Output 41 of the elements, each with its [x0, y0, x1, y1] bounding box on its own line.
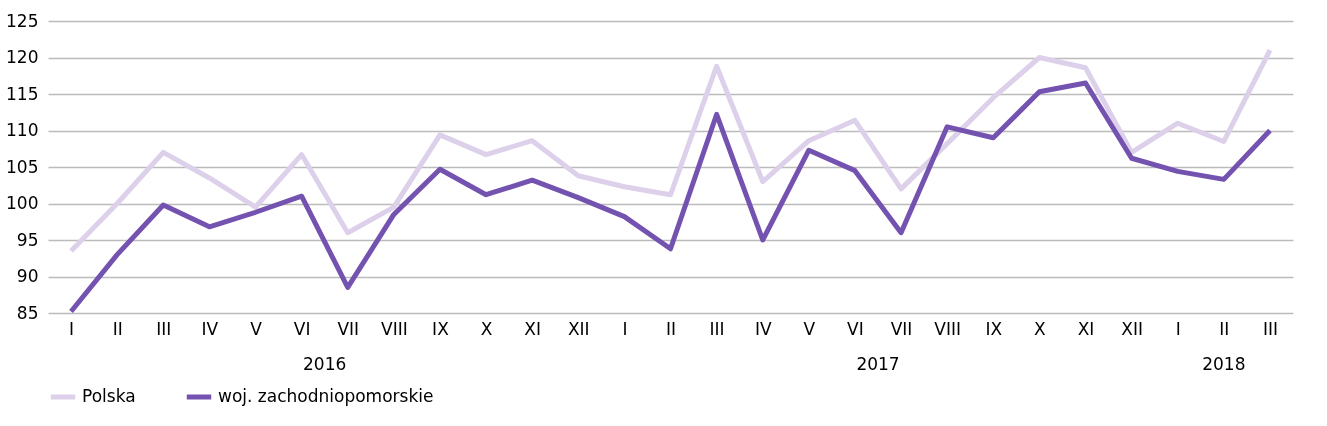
x-tick-label: VI	[293, 318, 311, 339]
x-tick-label: X	[1034, 318, 1047, 339]
legend-label: woj. zachodniopomorskie	[218, 386, 434, 406]
x-tick-label: I	[1175, 318, 1181, 339]
x-tick-label: V	[250, 318, 263, 339]
y-tick-label: 115	[6, 83, 39, 104]
x-tick-label: XI	[1077, 318, 1095, 339]
y-tick-label: 125	[6, 10, 39, 31]
x-tick-label: II	[112, 318, 123, 339]
x-tick-label: IV	[201, 318, 219, 339]
text: 2016	[303, 354, 347, 374]
x-tick-label: IX	[985, 318, 1003, 339]
y-tick-label: 90	[16, 266, 39, 286]
x-tick-label: VIII	[381, 318, 408, 339]
text: 2017	[856, 354, 900, 374]
x-tick-label: VIII	[934, 318, 961, 339]
x-tick-label: I	[622, 318, 628, 339]
x-tick-label: III	[1262, 318, 1278, 339]
y-tick-label: 85	[16, 302, 39, 323]
x-tick-label: II	[1219, 318, 1230, 339]
x-tick-label: VII	[890, 318, 913, 339]
x-tick-label: I	[69, 318, 75, 339]
x-tick-label: XI	[524, 318, 541, 339]
y-tick-label: 110	[6, 120, 39, 140]
x-tick-label: IX	[432, 318, 450, 339]
x-tick-label: XII	[567, 318, 590, 339]
y-tick-label: 95	[16, 229, 39, 250]
x-tick-label: X	[480, 318, 493, 339]
x-tick-label: XII	[1121, 318, 1143, 339]
x-tick-label: III	[709, 318, 725, 339]
x-tick-label: IV	[754, 318, 772, 339]
x-tick-label: VI	[847, 318, 864, 339]
x-tick-label: VII	[337, 318, 360, 339]
y-tick-label: 105	[6, 156, 39, 177]
x-tick-label: III	[156, 318, 172, 339]
y-tick-label: 100	[6, 193, 39, 213]
legend-label: Polska	[82, 386, 136, 406]
text: 2018	[1202, 354, 1246, 374]
y-tick-label: 120	[6, 47, 39, 67]
x-tick-label: V	[803, 318, 816, 339]
x-tick-label: II	[665, 318, 677, 339]
